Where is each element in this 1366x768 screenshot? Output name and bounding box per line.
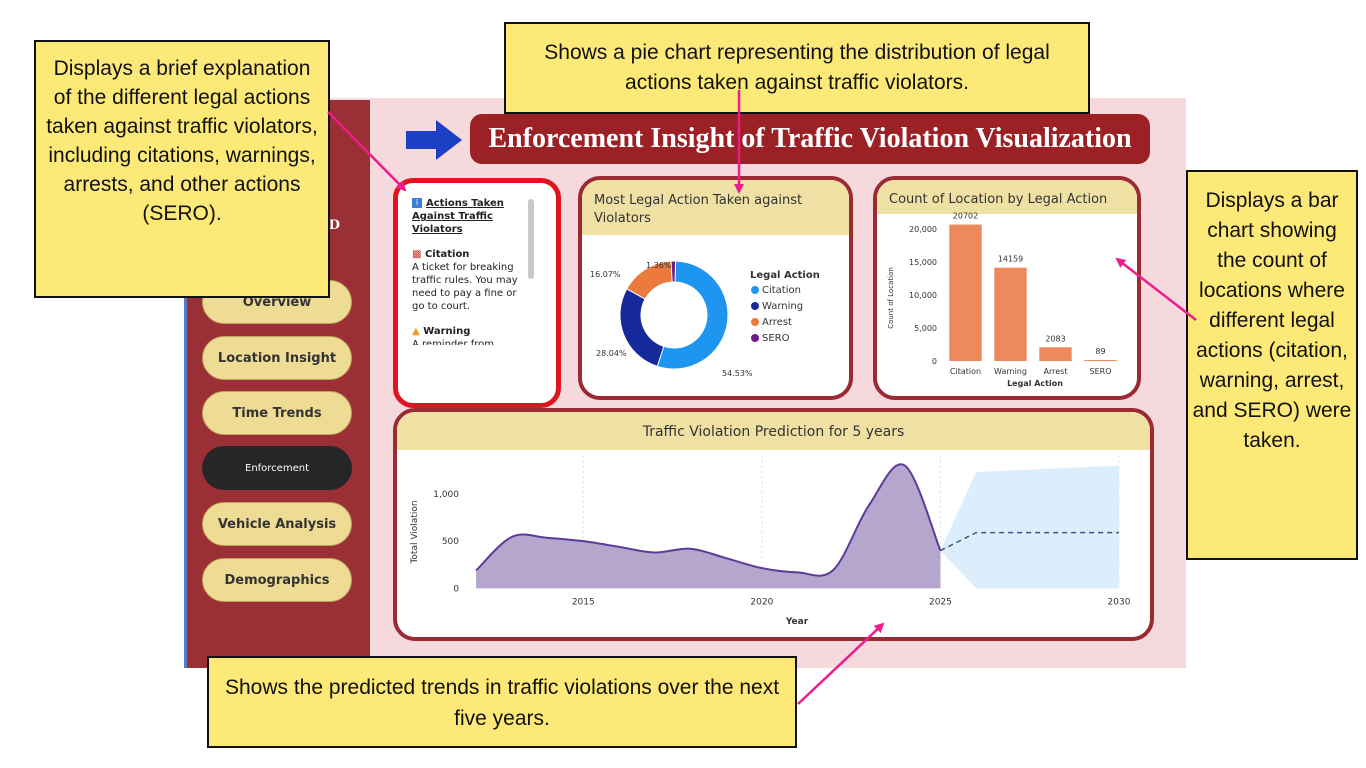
pie-slice-warning[interactable] bbox=[619, 288, 665, 367]
violation-line bbox=[475, 463, 942, 577]
bar-arrest[interactable] bbox=[1039, 347, 1072, 361]
info-scrollbar[interactable] bbox=[528, 199, 534, 279]
nav-time-trends-label: Time Trends bbox=[232, 405, 322, 421]
pie-value-label-arrest: 16.07% bbox=[590, 270, 621, 279]
info-heading-line1: Actions Taken bbox=[426, 198, 504, 209]
area-x-tick: 2015 bbox=[572, 597, 595, 607]
nav-location-insight-button[interactable]: Location Insight bbox=[202, 336, 352, 380]
bar-y-tick: 0 bbox=[932, 357, 937, 366]
nav-location-insight-label: Location Insight bbox=[217, 350, 337, 366]
pie-chart-card: Most Legal Action Taken against Violator… bbox=[578, 176, 853, 400]
bar-y-tick: 10,000 bbox=[909, 291, 937, 300]
callout-info-explanation: Displays a brief explanation of the diff… bbox=[34, 40, 330, 298]
nav-demographics-label: Demographics bbox=[224, 572, 330, 588]
info-heading: Actions Taken bbox=[426, 197, 504, 210]
warning-icon: ▲ bbox=[412, 326, 420, 337]
area-y-tick: 500 bbox=[442, 537, 459, 547]
bar-y-tick: 15,000 bbox=[909, 258, 937, 267]
pie-legend-marker-arrest bbox=[751, 318, 759, 326]
area-x-ticks: 2015 2020 2025 2030 bbox=[572, 597, 1131, 607]
bar-data-label-warning: 14159 bbox=[998, 255, 1023, 264]
car-icon: ▩ bbox=[412, 249, 422, 260]
bar-x-axis-label: Legal Action bbox=[1007, 379, 1063, 388]
pie-value-label-warning: 28.04% bbox=[596, 349, 627, 358]
pie-legend-item-arrest[interactable]: Arrest bbox=[762, 317, 792, 328]
violation-area bbox=[476, 464, 941, 589]
forecast-band bbox=[940, 465, 1119, 589]
prediction-chart-card: Traffic Violation Prediction for 5 years… bbox=[393, 408, 1154, 641]
pie-value-label-citation: 54.53% bbox=[722, 369, 753, 378]
pie-legend: Citation Warning Arrest SERO bbox=[751, 285, 803, 344]
pie-legend-marker-sero bbox=[751, 334, 759, 342]
callout-prediction-chart: Shows the predicted trends in traffic vi… bbox=[207, 656, 797, 748]
bar-chart-title: Count of Location by Legal Action bbox=[877, 180, 1137, 214]
arrow-right-icon bbox=[406, 120, 462, 160]
area-x-axis-label: Year bbox=[785, 617, 809, 627]
pie-value-label-sero: 1.36% bbox=[646, 261, 672, 270]
pie-legend-marker-citation bbox=[751, 286, 759, 294]
bar-chart-card: Count of Location by Legal Action 0 5,000… bbox=[873, 176, 1141, 400]
prediction-chart[interactable]: 2015 2020 2025 2030 0 500 1,000 Total Violati… bbox=[397, 412, 1150, 637]
area-y-tick: 0 bbox=[453, 584, 459, 594]
bar-y-axis-label: Count of Location bbox=[887, 267, 895, 329]
nav-enforcement-button[interactable]: Enforcement bbox=[202, 446, 352, 490]
bar-citation[interactable] bbox=[949, 224, 982, 361]
pie-legend-title: Legal Action bbox=[750, 270, 820, 281]
pie-slice-citation[interactable] bbox=[656, 260, 729, 370]
pie-chart[interactable]: 54.53% 28.04% 16.07% 1.36% Legal Action Cit… bbox=[582, 180, 849, 396]
nav-enforcement-label: Enforcement bbox=[245, 462, 309, 474]
pie-slices bbox=[619, 260, 729, 370]
area-x-tick: 2025 bbox=[929, 597, 952, 607]
bar-warning[interactable] bbox=[994, 267, 1027, 361]
info-text: i Actions Taken Against Traffic Violator… bbox=[412, 197, 530, 345]
page-title: Enforcement Insight of Traffic Violation… bbox=[470, 114, 1150, 164]
nav-time-trends-button[interactable]: Time Trends bbox=[202, 391, 352, 435]
area-x-tick: 2020 bbox=[750, 597, 773, 607]
bar-sero[interactable] bbox=[1084, 360, 1117, 361]
info-heading-line2: Against Traffic bbox=[412, 211, 493, 222]
info-warning-text: A reminder from bbox=[412, 339, 494, 345]
pie-legend-marker-warning bbox=[751, 302, 759, 310]
nav-vehicle-analysis-label: Vehicle Analysis bbox=[217, 516, 337, 532]
area-y-axis-label: Total Violation bbox=[410, 500, 420, 564]
callout-pie-chart: Shows a pie chart representing the distr… bbox=[504, 22, 1090, 114]
pie-chart-title: Most Legal Action Taken against Violator… bbox=[582, 180, 849, 235]
bar-y-ticks: 0 5,000 10,000 15,000 20,000 bbox=[909, 225, 937, 366]
area-y-tick: 1,000 bbox=[433, 490, 459, 500]
nav-demographics-button[interactable]: Demographics bbox=[202, 558, 352, 602]
forecast-line bbox=[940, 531, 1119, 552]
area-y-ticks: 0 500 1,000 bbox=[433, 490, 459, 595]
bar-data-label-citation: 20702 bbox=[953, 212, 978, 221]
bar-x-tick-warning: Warning bbox=[994, 367, 1027, 376]
bar-y-tick: 20,000 bbox=[909, 225, 937, 234]
callout-bar-chart: Displays a bar chart showing the count o… bbox=[1186, 170, 1358, 560]
bar-bars: 20702 Citation 14159 Warning 2083 Arrest 89 SER… bbox=[949, 212, 1117, 376]
info-icon: i bbox=[412, 198, 422, 208]
pie-callouts: 54.53% 28.04% 16.07% 1.36% bbox=[590, 261, 753, 378]
bar-x-tick-arrest: Arrest bbox=[1044, 367, 1068, 376]
info-citation-title: Citation bbox=[424, 249, 470, 260]
bar-chart[interactable]: 0 5,000 10,000 15,000 20,000 20702 Citation 14… bbox=[877, 180, 1137, 396]
nav-overview-label: Overview bbox=[242, 294, 312, 310]
legal-action-info-card[interactable]: i Actions Taken Against Traffic Violator… bbox=[393, 178, 561, 408]
nav-vehicle-analysis-button[interactable]: Vehicle Analysis bbox=[202, 502, 352, 546]
bar-y-tick: 5,000 bbox=[914, 324, 937, 333]
pie-legend-item-warning[interactable]: Warning bbox=[762, 301, 803, 312]
bar-x-tick-sero: SERO bbox=[1090, 367, 1112, 376]
info-heading-line3: Violators bbox=[412, 224, 463, 235]
info-citation-text: A ticket for breaking traffic rules. You… bbox=[412, 262, 518, 312]
pie-legend-item-sero[interactable]: SERO bbox=[762, 333, 790, 344]
prediction-chart-title: Traffic Violation Prediction for 5 years bbox=[397, 412, 1150, 450]
bar-x-tick-citation: Citation bbox=[950, 367, 981, 376]
pie-legend-item-citation[interactable]: Citation bbox=[762, 285, 801, 296]
info-warning-title: Warning bbox=[423, 326, 471, 337]
pie-slice-sero[interactable] bbox=[670, 260, 677, 283]
area-x-tick: 2030 bbox=[1108, 597, 1131, 607]
bar-data-label-sero: 89 bbox=[1095, 347, 1105, 356]
page-title-text: Enforcement Insight of Traffic Violation… bbox=[488, 123, 1132, 154]
bar-data-label-arrest: 2083 bbox=[1045, 334, 1065, 343]
